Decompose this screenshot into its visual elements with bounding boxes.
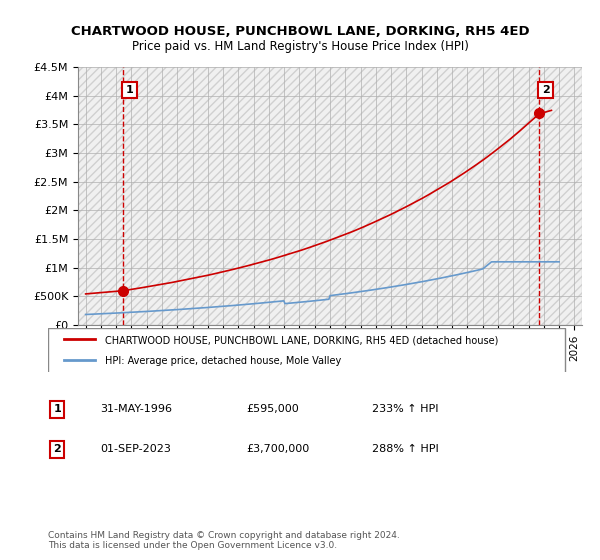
- Text: 233% ↑ HPI: 233% ↑ HPI: [371, 404, 438, 414]
- Text: CHARTWOOD HOUSE, PUNCHBOWL LANE, DORKING, RH5 4ED: CHARTWOOD HOUSE, PUNCHBOWL LANE, DORKING…: [71, 25, 529, 38]
- Text: 1: 1: [125, 85, 133, 95]
- Text: Contains HM Land Registry data © Crown copyright and database right 2024.
This d: Contains HM Land Registry data © Crown c…: [48, 530, 400, 550]
- Text: 01-SEP-2023: 01-SEP-2023: [100, 445, 171, 454]
- Text: £595,000: £595,000: [247, 404, 299, 414]
- Text: 31-MAY-1996: 31-MAY-1996: [100, 404, 172, 414]
- Text: CHARTWOOD HOUSE, PUNCHBOWL LANE, DORKING, RH5 4ED (detached house): CHARTWOOD HOUSE, PUNCHBOWL LANE, DORKING…: [106, 335, 499, 345]
- Text: 1: 1: [53, 404, 61, 414]
- Text: 2: 2: [53, 445, 61, 454]
- Text: £3,700,000: £3,700,000: [247, 445, 310, 454]
- Text: Price paid vs. HM Land Registry's House Price Index (HPI): Price paid vs. HM Land Registry's House …: [131, 40, 469, 53]
- FancyBboxPatch shape: [48, 328, 565, 373]
- Text: HPI: Average price, detached house, Mole Valley: HPI: Average price, detached house, Mole…: [106, 356, 341, 366]
- Text: 288% ↑ HPI: 288% ↑ HPI: [371, 445, 439, 454]
- Text: 2: 2: [542, 85, 550, 95]
